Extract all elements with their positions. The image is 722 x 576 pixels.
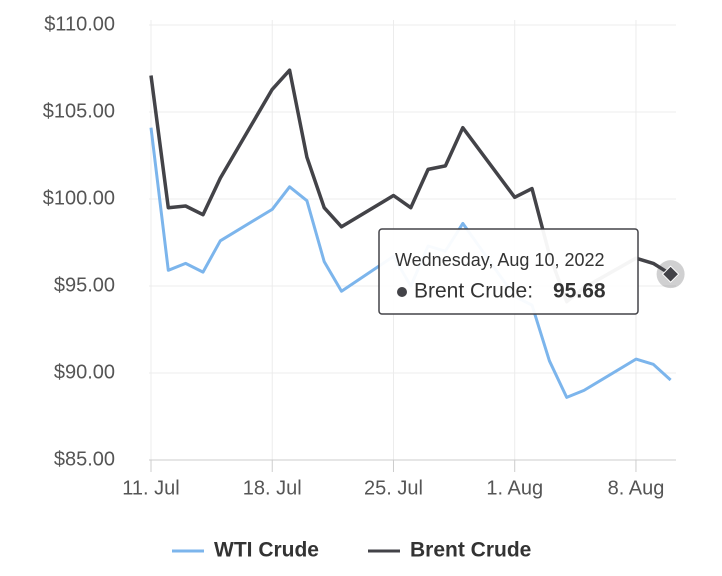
x-tick-label: 8. Aug xyxy=(608,477,665,499)
y-tick-label: $85.00 xyxy=(54,448,115,470)
tooltip-bullet xyxy=(397,287,407,297)
tooltip: Wednesday, Aug 10, 2022 Brent Crude: 95.… xyxy=(378,228,639,315)
tooltip-label: Brent Crude: xyxy=(414,280,533,303)
legend-label[interactable]: Brent Crude xyxy=(410,539,531,562)
x-tick-label: 1. Aug xyxy=(486,477,543,499)
y-tick-label: $105.00 xyxy=(43,100,115,122)
legend-label[interactable]: WTI Crude xyxy=(214,539,319,562)
x-tick-label: 18. Jul xyxy=(243,477,302,499)
x-tick-label: 25. Jul xyxy=(364,477,423,499)
tooltip-header: Wednesday, Aug 10, 2022 xyxy=(395,250,605,270)
tooltip-value: 95.68 xyxy=(553,280,606,303)
y-tick-label: $90.00 xyxy=(54,361,115,383)
hover-marker xyxy=(661,265,680,283)
y-tick-label: $110.00 xyxy=(44,13,115,35)
y-tick-label: $100.00 xyxy=(43,187,115,209)
tooltip-box xyxy=(378,228,639,315)
y-tick-label: $95.00 xyxy=(54,274,115,296)
x-tick-label: 11. Jul xyxy=(122,477,179,499)
